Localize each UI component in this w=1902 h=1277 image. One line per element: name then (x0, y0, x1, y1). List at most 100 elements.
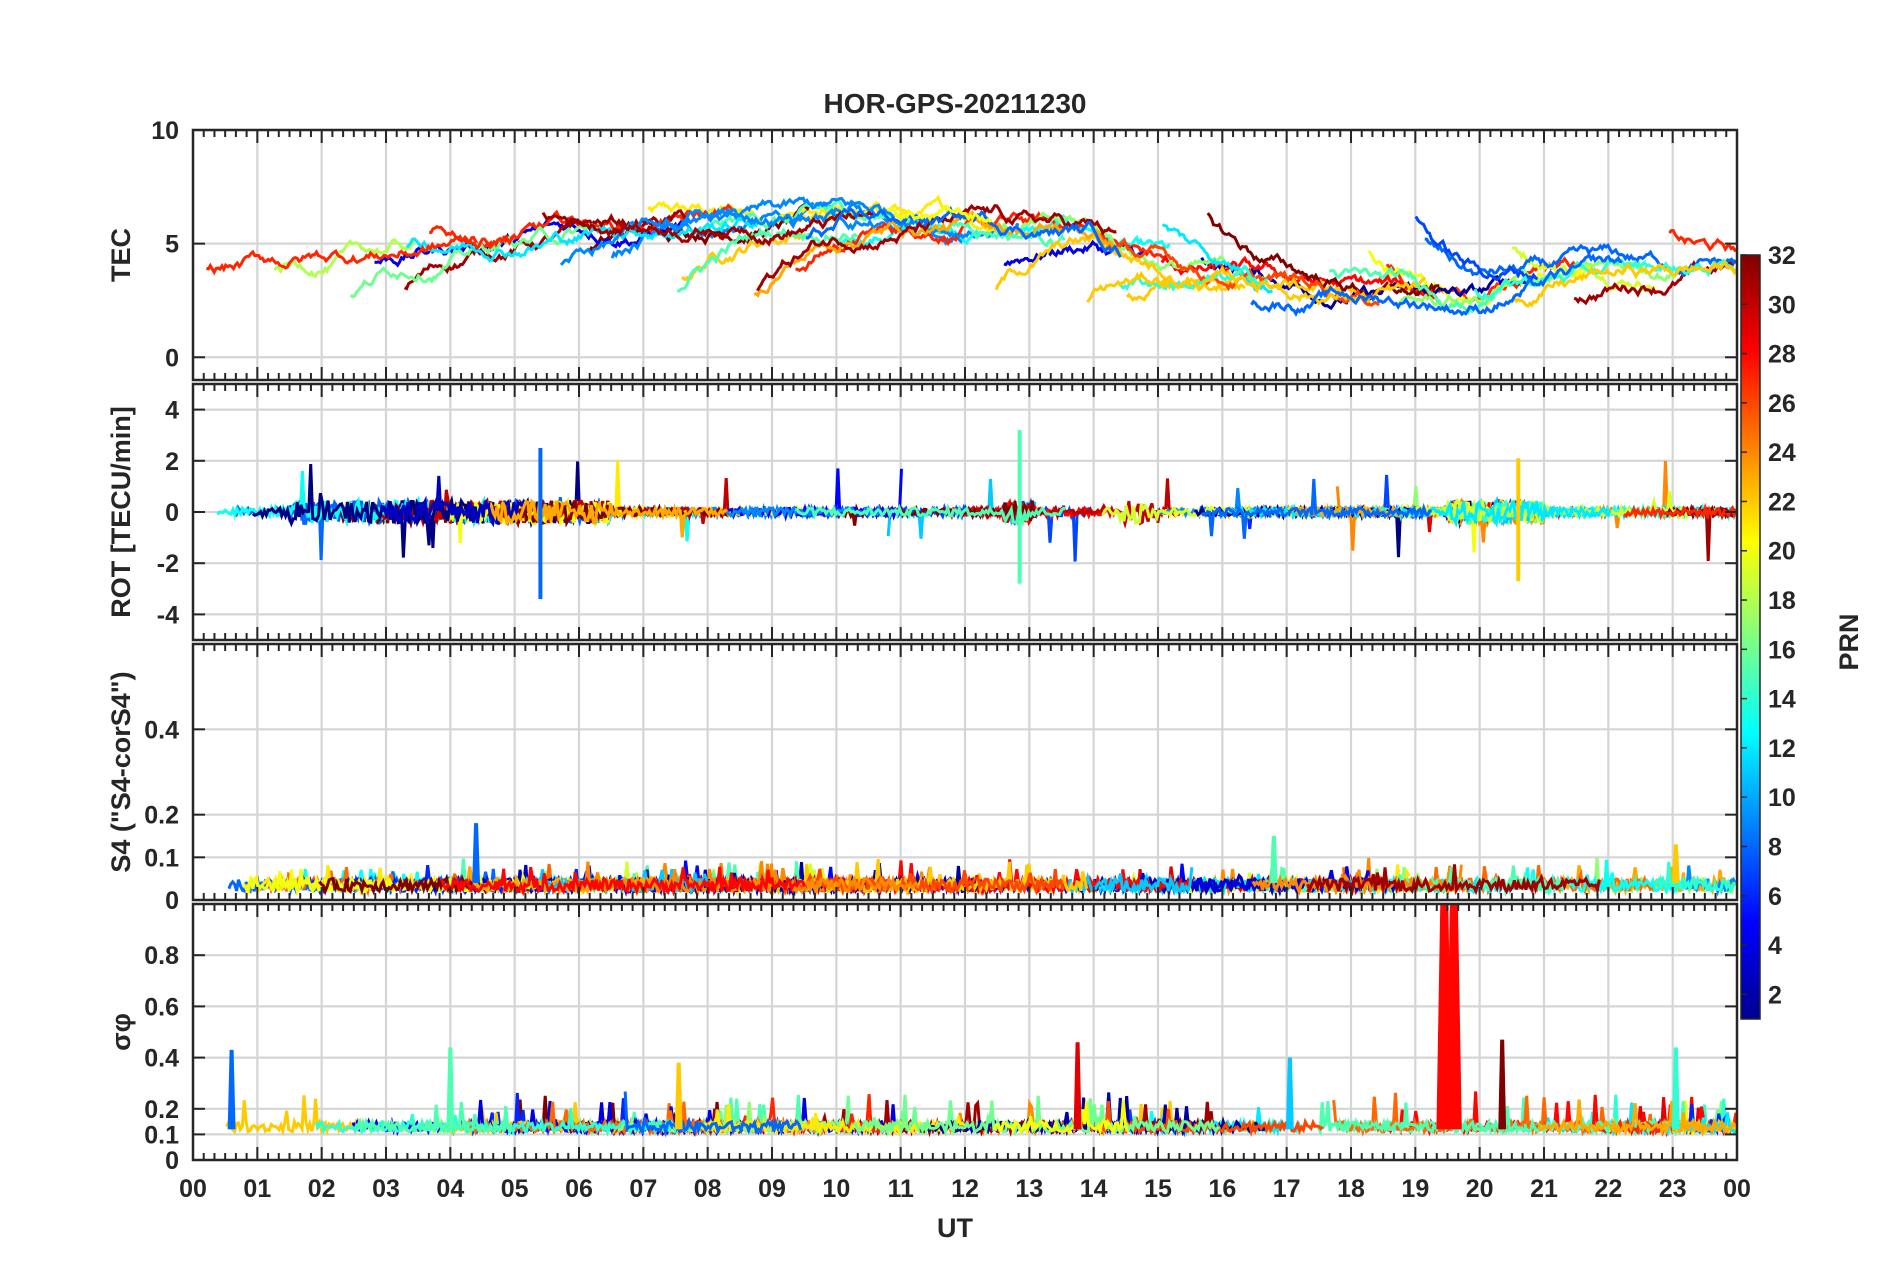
prn-trace (1200, 478, 1432, 539)
prn-trace (355, 1101, 513, 1138)
x-tick-label: 18 (1337, 1175, 1365, 1203)
x-tick-label: 01 (243, 1175, 271, 1203)
y-axis-label: TEC (106, 228, 136, 282)
prn-trace (559, 208, 884, 266)
colorbar-tick-label: 26 (1768, 390, 1796, 418)
figure-title: HOR-GPS-20211230 (823, 88, 1086, 119)
y-axis-label: ROT [TECU/min] (106, 406, 136, 617)
colorbar-tick-label: 18 (1768, 587, 1796, 615)
prn-trace (273, 237, 417, 279)
colorbar-tick-label: 30 (1768, 291, 1796, 319)
panel-rot: -4 -2 0 2 4 ROT [TECU/min] (106, 382, 1739, 642)
x-tick-label: 06 (565, 1175, 593, 1203)
x-tick-label: 00 (1723, 1175, 1751, 1203)
prn-trace (225, 1095, 368, 1137)
x-tick-label: 20 (1466, 1175, 1494, 1203)
y-tick-label: 0.6 (144, 993, 179, 1021)
y-tick-label: 0.1 (144, 1121, 179, 1149)
prn-trace (1653, 861, 1737, 895)
y-tick-label: 0 (165, 887, 179, 915)
colorbar-tick-label: 32 (1768, 242, 1796, 270)
peak-event (1498, 1039, 1507, 1130)
prn-trace (1424, 237, 1737, 279)
peak-event (1446, 904, 1462, 1130)
y-tick-label: 0.4 (144, 716, 179, 744)
x-tick-label: 02 (308, 1175, 336, 1203)
traces-rot (216, 430, 1737, 600)
traces-s4 (227, 823, 1737, 898)
x-tick-label: 05 (501, 1175, 529, 1203)
x-tick-label: 09 (758, 1175, 786, 1203)
x-tick-label: 15 (1144, 1175, 1172, 1203)
x-tick-label: 08 (694, 1175, 722, 1203)
prn-trace (1206, 212, 1440, 301)
prn-trace (805, 205, 1122, 258)
colorbar-gradient (1740, 254, 1761, 1020)
x-tick-label: 16 (1208, 1175, 1236, 1203)
y-axis-label: σφ (106, 1013, 136, 1051)
y-tick-label: 0.2 (144, 802, 179, 830)
traces-tec (205, 194, 1737, 318)
peak-event (446, 1047, 455, 1130)
prn-trace (489, 498, 746, 538)
y-tick-label: 0 (165, 344, 179, 372)
traces-sigmaphi (225, 904, 1737, 1138)
y-tick-label: -2 (157, 550, 179, 578)
x-axis-label: UT (937, 1213, 973, 1243)
peak-event (1285, 1057, 1294, 1130)
prn-trace (764, 868, 1065, 897)
prn-trace (1513, 259, 1737, 309)
x-tick-label: 00 (179, 1175, 207, 1203)
prn-trace (853, 1094, 1221, 1138)
y-tick-label: 0.2 (144, 1096, 179, 1124)
prn-trace (1623, 502, 1737, 521)
peak-event (1671, 1047, 1680, 1130)
peak-event (472, 823, 480, 883)
colorbar-tick-label: 10 (1768, 784, 1796, 812)
x-tick-label: 14 (1080, 1175, 1108, 1203)
prn-trace (1125, 274, 1246, 303)
x-tick-label: 23 (1659, 1175, 1687, 1203)
x-tick-label: 03 (372, 1175, 400, 1203)
y-tick-label: 0 (165, 1147, 179, 1175)
x-tick-label: 22 (1594, 1175, 1622, 1203)
prn-trace (1066, 867, 1194, 897)
peak-event (1436, 904, 1453, 1130)
y-tick-label: 0.4 (144, 1045, 179, 1073)
colorbar-tick-label: 24 (1768, 439, 1796, 467)
prn-trace (886, 204, 993, 224)
prn-trace (1414, 215, 1539, 282)
prn-trace (374, 218, 685, 268)
prn-trace (1228, 499, 1612, 528)
peak-event (1269, 835, 1278, 884)
prn-trace (1306, 864, 1601, 897)
x-tick-label: 21 (1530, 1175, 1558, 1203)
prn-trace (541, 210, 874, 247)
colorbar-tick-label: 4 (1768, 932, 1782, 960)
x-tick-label: 17 (1273, 1175, 1301, 1203)
y-tick-label: 0 (165, 499, 179, 527)
x-tick-label: 11 (887, 1175, 914, 1203)
peak-event (1671, 844, 1680, 884)
colorbar-tick-label: 12 (1768, 735, 1796, 763)
colorbar-tick-label: 28 (1768, 341, 1796, 369)
y-tick-label: -4 (157, 601, 179, 629)
prn-trace (992, 1100, 1129, 1137)
y-axis-label: S4 ("S4-corS4") (106, 671, 136, 872)
prn-trace (1668, 228, 1737, 253)
prn-trace (623, 1091, 803, 1138)
x-tick-label: 19 (1401, 1175, 1429, 1203)
x-tick-labels: 00 01 02 03 04 05 06 07 08 09 10 11 12 13 14 15 16 17 18 19… (179, 1175, 1751, 1203)
peak-event (227, 1049, 236, 1130)
x-tick-label: 13 (1015, 1175, 1043, 1203)
colorbar-tick-label: 20 (1768, 538, 1796, 566)
prn-trace (753, 210, 1121, 298)
panel-s4: 0 0.1 0.2 0.4 S4 ("S4-corS4") (106, 642, 1739, 915)
prn-trace (1473, 257, 1736, 302)
x-tick-label: 04 (436, 1175, 464, 1203)
peak-event (1073, 1042, 1082, 1130)
y-tick-label: 0.1 (144, 844, 179, 872)
